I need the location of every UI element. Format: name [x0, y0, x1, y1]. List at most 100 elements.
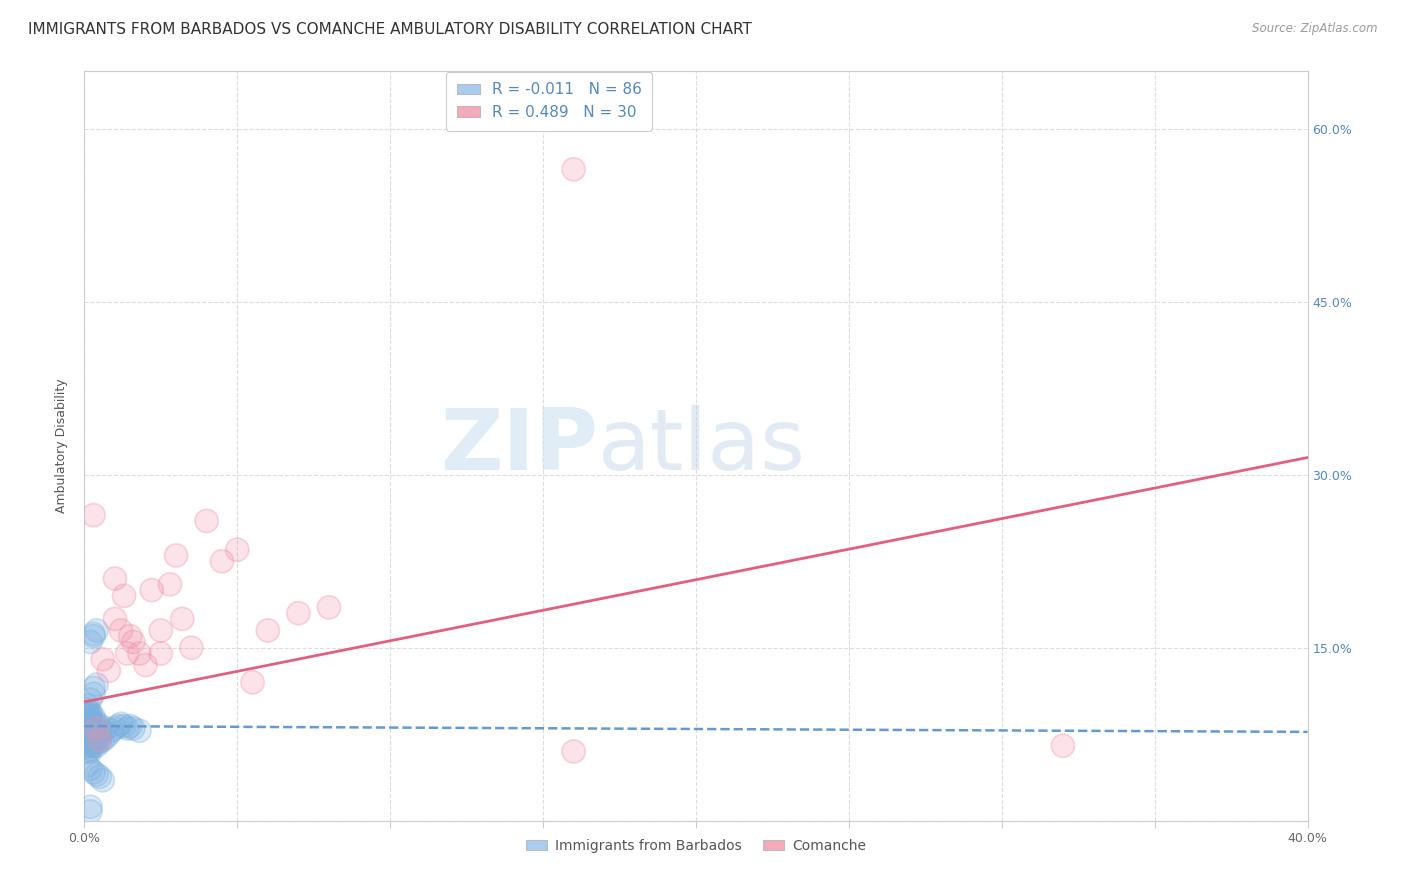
- Point: [79, 733, 101, 747]
- Point: [83, 735, 105, 749]
- Point: [76, 698, 98, 713]
- Point: [226, 542, 249, 557]
- Point: [83, 681, 105, 695]
- Point: [76, 739, 98, 753]
- Point: [287, 606, 309, 620]
- Point: [149, 647, 172, 661]
- Point: [172, 612, 194, 626]
- Point: [83, 727, 105, 741]
- Point: [83, 733, 105, 747]
- Point: [211, 554, 233, 568]
- Point: [1052, 739, 1074, 753]
- Point: [86, 715, 108, 730]
- Point: [165, 549, 187, 563]
- Point: [211, 554, 233, 568]
- Point: [91, 733, 114, 747]
- Point: [83, 715, 105, 730]
- Point: [76, 735, 98, 749]
- Point: [86, 735, 108, 749]
- Point: [86, 722, 108, 736]
- Point: [79, 731, 101, 745]
- Point: [76, 712, 98, 726]
- Point: [86, 767, 108, 781]
- Point: [104, 722, 127, 736]
- Point: [86, 739, 108, 753]
- Point: [76, 706, 98, 720]
- Point: [89, 731, 111, 745]
- Point: [79, 728, 101, 742]
- Point: [89, 735, 111, 749]
- Point: [110, 716, 132, 731]
- Point: [86, 731, 108, 745]
- Point: [76, 710, 98, 724]
- Point: [104, 612, 127, 626]
- Point: [122, 635, 145, 649]
- Point: [112, 589, 135, 603]
- Point: [79, 714, 101, 729]
- Point: [76, 707, 98, 722]
- Point: [97, 664, 120, 678]
- Point: [79, 739, 101, 753]
- Point: [141, 583, 163, 598]
- Point: [79, 735, 101, 749]
- Y-axis label: Ambulatory Disability: Ambulatory Disability: [55, 379, 69, 513]
- Point: [257, 624, 280, 638]
- Point: [76, 733, 98, 747]
- Point: [101, 723, 124, 738]
- Point: [76, 710, 98, 724]
- Point: [76, 703, 98, 717]
- Point: [79, 733, 101, 747]
- Point: [86, 735, 108, 749]
- Point: [135, 658, 157, 673]
- Point: [79, 712, 101, 726]
- Point: [83, 727, 105, 741]
- Point: [128, 723, 150, 738]
- Point: [76, 723, 98, 738]
- Point: [76, 712, 98, 726]
- Point: [79, 707, 101, 722]
- Point: [89, 733, 111, 747]
- Point: [180, 640, 202, 655]
- Point: [79, 728, 101, 742]
- Point: [97, 664, 120, 678]
- Point: [562, 744, 585, 758]
- Point: [83, 765, 105, 780]
- Point: [76, 723, 98, 738]
- Point: [79, 710, 101, 724]
- Point: [83, 722, 105, 736]
- Point: [76, 714, 98, 729]
- Point: [76, 716, 98, 731]
- Point: [242, 675, 264, 690]
- Point: [86, 726, 108, 740]
- Point: [107, 719, 129, 733]
- Point: [149, 624, 172, 638]
- Point: [115, 722, 138, 736]
- Point: [91, 723, 114, 738]
- Point: [79, 692, 101, 706]
- Point: [79, 742, 101, 756]
- Point: [1052, 739, 1074, 753]
- Point: [76, 716, 98, 731]
- Point: [226, 542, 249, 557]
- Point: [128, 647, 150, 661]
- Point: [79, 744, 101, 758]
- Point: [89, 719, 111, 733]
- Point: [79, 762, 101, 776]
- Point: [79, 744, 101, 758]
- Point: [86, 731, 108, 745]
- Point: [83, 681, 105, 695]
- Point: [83, 739, 105, 753]
- Point: [83, 723, 105, 738]
- Point: [83, 508, 105, 523]
- Point: [89, 731, 111, 745]
- Point: [86, 624, 108, 638]
- Point: [89, 770, 111, 784]
- Point: [122, 722, 145, 736]
- Point: [86, 722, 108, 736]
- Point: [115, 647, 138, 661]
- Point: [76, 703, 98, 717]
- Point: [89, 733, 111, 747]
- Point: [91, 652, 114, 666]
- Point: [97, 727, 120, 741]
- Point: [79, 722, 101, 736]
